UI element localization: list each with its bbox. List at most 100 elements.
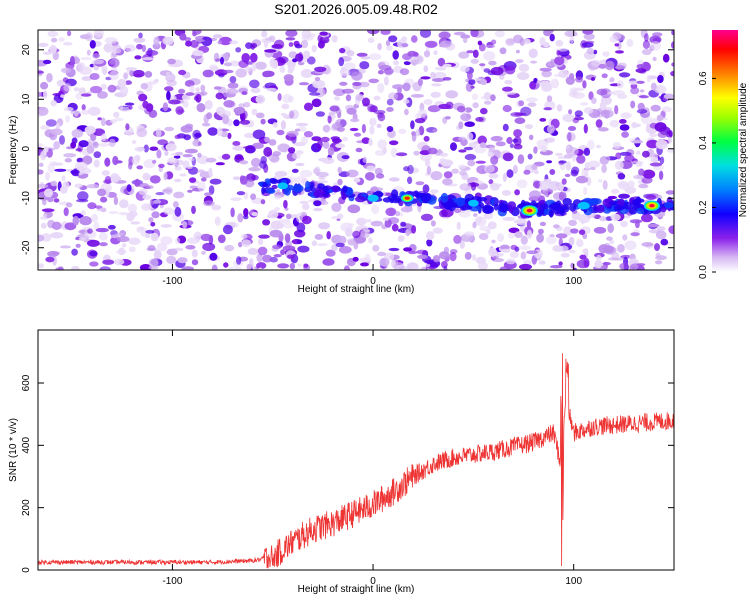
heatmap-cell [377, 139, 388, 150]
heatmap-cell [369, 117, 377, 127]
heatmap-cell [279, 65, 286, 73]
heatmap-cell [149, 146, 159, 151]
heatmap-cell [631, 140, 644, 144]
heatmap-cell [499, 266, 511, 270]
heatmap-cell [45, 119, 57, 127]
heatmap-cell [113, 258, 125, 266]
heatmap-cell [128, 105, 133, 110]
heatmap-cell [387, 217, 400, 225]
heatmap-cell [655, 252, 661, 258]
heatmap-cell [239, 175, 248, 185]
heatmap-cell [303, 50, 310, 60]
heatmap-cell [614, 160, 624, 170]
heatmap-cell [374, 167, 383, 176]
heatmap-cell [203, 192, 212, 196]
heatmap-cell [417, 254, 428, 259]
heatmap-cell [294, 128, 301, 132]
heatmap-cell [431, 83, 442, 87]
heatmap-cell [430, 91, 441, 98]
heatmap-signal-cell [493, 203, 499, 211]
heatmap-cell [185, 245, 196, 250]
heatmap-cell [100, 83, 107, 91]
colorbar: 0.0 0.2 0.4 0.6 Normalized spectral amplitu… [698, 30, 749, 279]
heatmap-cell [443, 265, 448, 270]
heatmap-cell [598, 63, 606, 69]
heatmap-cell [549, 234, 555, 238]
heatmap-cell [388, 247, 400, 252]
heatmap-cell [419, 30, 432, 38]
heatmap-signal-cell [440, 192, 449, 203]
heatmap-cell [109, 119, 117, 124]
heatmap-cell [621, 131, 629, 138]
heatmap-signal-cell [461, 204, 469, 211]
heatmap-cell [518, 245, 532, 250]
heatmap-cell [233, 119, 240, 127]
heatmap-cell [526, 229, 533, 239]
heatmap-cell [63, 153, 77, 158]
heatmap-cell [61, 175, 66, 182]
heatmap-cell [318, 222, 330, 230]
heatmap-signal-cell [596, 204, 605, 214]
heatmap-cell [422, 184, 430, 194]
heatmap-cell [215, 162, 225, 166]
heatmap-cell [157, 139, 169, 146]
heatmap-cell [162, 102, 169, 112]
heatmap-cell [235, 68, 247, 78]
heatmap-cell [283, 74, 294, 82]
heatmap-cell [421, 213, 433, 221]
heatmap-signal-cell [616, 205, 625, 210]
heatmap-cell [583, 147, 591, 156]
heatmap-signal-band [257, 177, 674, 219]
heatmap-cell [639, 89, 645, 93]
heatmap-cell [526, 250, 538, 255]
heatmap-cell [112, 155, 119, 166]
heatmap-cell [256, 253, 263, 263]
heatmap-cell [255, 94, 266, 104]
heatmap-cell [136, 165, 143, 170]
heatmap-cell [250, 52, 258, 63]
heatmap-cell [638, 95, 649, 99]
heatmap-cell [321, 157, 335, 165]
heatmap-cell [407, 176, 413, 185]
heatmap-cell [116, 236, 130, 243]
heatmap-cell [383, 67, 394, 75]
heatmap-cell [89, 73, 100, 80]
heatmap-cell [581, 42, 594, 48]
heatmap-signal-cell [549, 209, 554, 218]
heatmap-cell [636, 64, 645, 69]
heatmap-cell [86, 49, 91, 56]
heatmap-cell [241, 91, 248, 95]
heatmap-cell [81, 104, 86, 111]
heatmap-cell [403, 99, 410, 104]
heatmap-cell [610, 213, 621, 221]
heatmap-cell [346, 50, 355, 57]
heatmap-cell [418, 108, 427, 118]
heatmap-peak [649, 204, 655, 208]
heatmap-cell [145, 233, 151, 239]
heatmap-cell [98, 232, 108, 241]
heatmap-cell [129, 69, 135, 77]
heatmap-cell [277, 93, 282, 101]
heatmap-cell [245, 42, 253, 49]
heatmap-cell [148, 109, 158, 119]
heatmap-cell [388, 177, 400, 182]
heatmap-cell [549, 33, 555, 42]
heatmap-cell [656, 114, 664, 122]
heatmap-cell [352, 81, 362, 87]
heatmap-cell [134, 178, 141, 187]
heatmap-cell [635, 68, 647, 73]
heatmap-cell [368, 237, 373, 244]
heatmap-cell [530, 60, 537, 64]
heatmap-cell [654, 84, 667, 94]
heatmap-cell [404, 108, 409, 116]
heatmap-cell [73, 87, 80, 92]
heatmap-cell [164, 150, 169, 156]
heatmap-cell [209, 252, 218, 261]
heatmap-cell [124, 80, 132, 85]
heatmap-cell [506, 258, 516, 265]
heatmap-cell [109, 59, 116, 65]
heatmap-cell [427, 147, 438, 155]
heatmap-cell [525, 124, 533, 130]
heatmap-signal-cell [456, 197, 465, 207]
